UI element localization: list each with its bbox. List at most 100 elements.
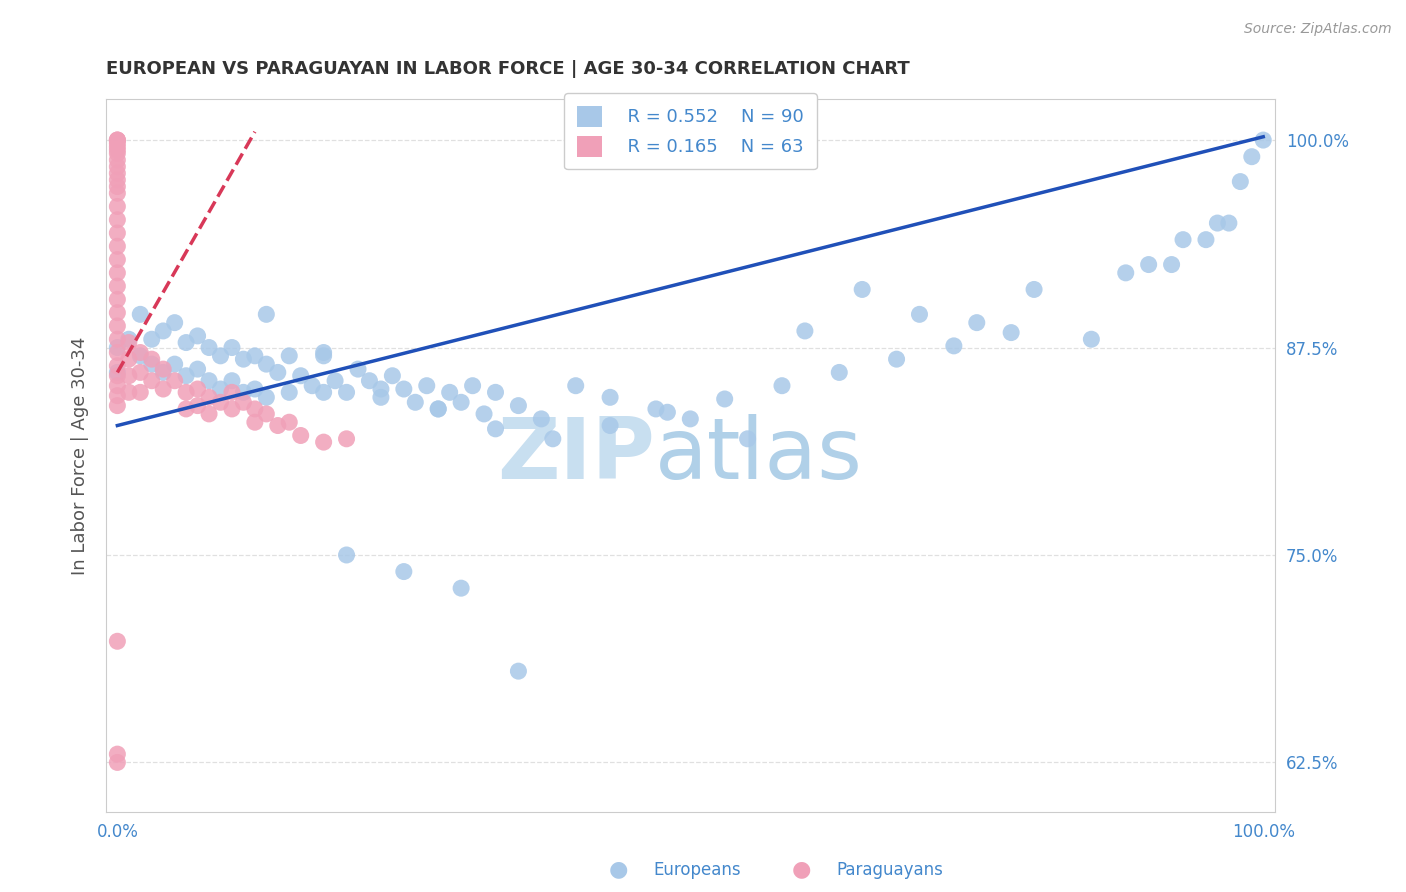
Point (209, 382, 232, 396)
Point (232, 385, 254, 400)
Point (1206, 216, 1229, 230)
Point (152, 382, 174, 396)
Point (942, 339, 965, 353)
Point (129, 345, 152, 359)
Point (312, 349, 335, 363)
Point (851, 282, 873, 296)
Point (105, 226, 128, 240)
Point (254, 407, 277, 421)
Point (323, 374, 346, 388)
Point (381, 368, 404, 383)
Text: Europeans: Europeans (654, 861, 741, 879)
Point (1000, 326, 1022, 340)
Point (484, 422, 506, 436)
Point (1229, 175, 1251, 189)
Point (105, 378, 128, 392)
Point (439, 385, 461, 400)
Point (564, 378, 586, 392)
Point (290, 368, 312, 383)
Text: Paraguayans: Paraguayans (837, 861, 943, 879)
Text: Source: ZipAtlas.com: Source: ZipAtlas.com (1244, 22, 1392, 37)
Point (1137, 258, 1160, 272)
Point (221, 385, 243, 400)
Point (105, 306, 128, 320)
Point (174, 401, 197, 416)
Point (370, 390, 392, 404)
Point (335, 385, 357, 400)
Point (198, 390, 221, 404)
Point (105, 173, 128, 187)
Point (105, 389, 128, 403)
Point (141, 374, 163, 388)
Text: EUROPEAN VS PARAGUAYAN IN LABOR FORCE | AGE 30-34 CORRELATION CHART: EUROPEAN VS PARAGUAYAN IN LABOR FORCE | … (105, 60, 910, 78)
Point (966, 316, 988, 330)
Point (335, 548, 357, 562)
Point (141, 352, 163, 367)
Point (105, 212, 128, 227)
Point (105, 133, 128, 147)
Point (828, 366, 851, 380)
Text: atlas: atlas (655, 414, 863, 497)
Point (1218, 216, 1240, 230)
Point (359, 374, 381, 388)
Y-axis label: In Labor Force | Age 30-34: In Labor Force | Age 30-34 (72, 336, 89, 574)
Point (770, 378, 793, 392)
Point (129, 385, 152, 400)
Point (118, 335, 141, 350)
Point (105, 139, 128, 153)
Point (209, 395, 232, 409)
Point (335, 432, 357, 446)
Point (209, 349, 232, 363)
Point (645, 401, 668, 416)
Point (370, 382, 392, 396)
Point (472, 407, 495, 421)
Point (105, 318, 128, 333)
Point (404, 395, 426, 409)
Point (243, 382, 266, 396)
Point (118, 352, 141, 367)
Point (187, 399, 209, 413)
Point (312, 435, 335, 450)
Point (713, 392, 735, 406)
Point (105, 252, 128, 267)
Point (1195, 233, 1218, 247)
Point (163, 357, 186, 371)
Point (105, 186, 128, 201)
Point (152, 362, 174, 376)
Point (174, 368, 197, 383)
Point (427, 401, 450, 416)
Point (105, 143, 128, 157)
Point (163, 316, 186, 330)
Point (129, 307, 152, 321)
Point (198, 341, 221, 355)
Point (392, 565, 415, 579)
Point (118, 332, 141, 346)
Point (198, 407, 221, 421)
Point (105, 341, 128, 355)
Point (267, 418, 290, 433)
Point (290, 428, 312, 442)
Point (221, 341, 243, 355)
Point (174, 335, 197, 350)
Point (105, 634, 128, 648)
Point (278, 349, 301, 363)
Point (657, 405, 679, 419)
Point (187, 362, 209, 376)
Point (461, 378, 484, 392)
Point (105, 160, 128, 174)
Point (105, 133, 128, 147)
Point (221, 374, 243, 388)
Point (254, 390, 277, 404)
Point (301, 378, 323, 392)
Point (105, 332, 128, 346)
Point (221, 401, 243, 416)
Point (1080, 332, 1102, 346)
Point (886, 352, 908, 367)
Point (105, 366, 128, 380)
Point (427, 401, 450, 416)
Point (599, 390, 621, 404)
Point (105, 166, 128, 180)
Point (1022, 282, 1045, 296)
Point (141, 332, 163, 346)
Point (152, 324, 174, 338)
